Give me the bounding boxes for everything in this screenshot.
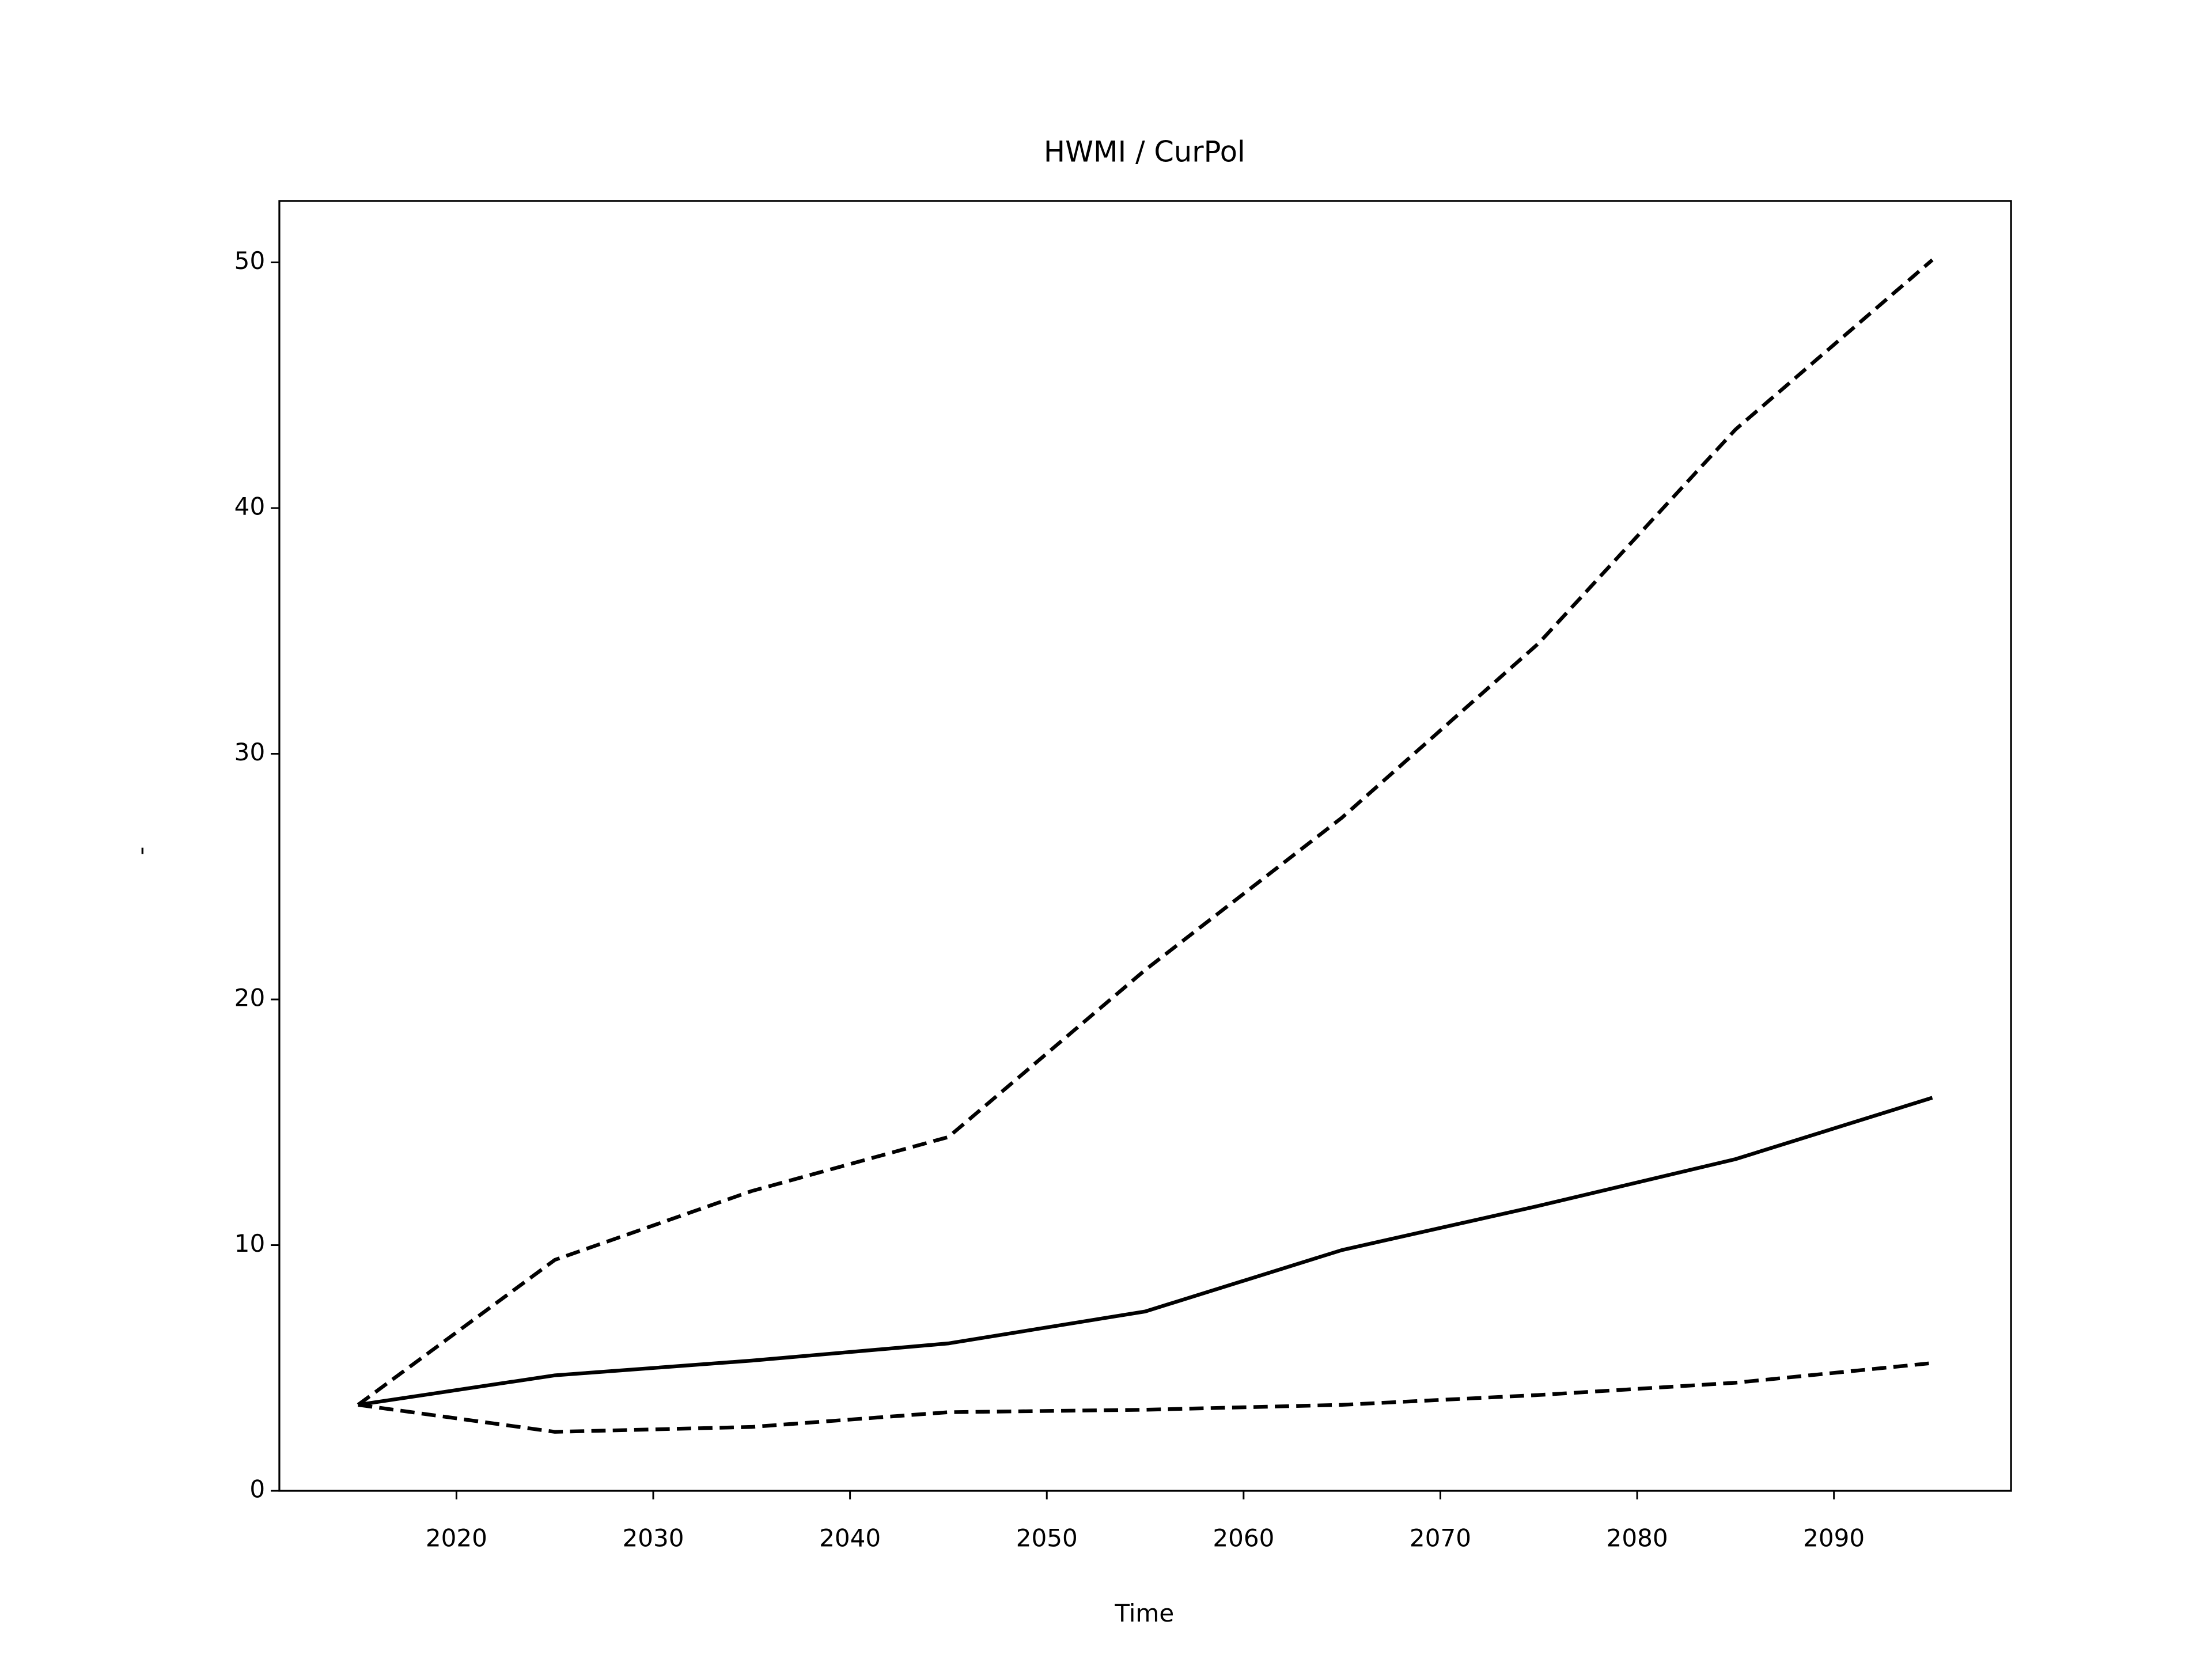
x-axis-label: Time	[1114, 1599, 1174, 1627]
x-tick-label: 2030	[623, 1524, 684, 1552]
y-tick-label: 10	[234, 1229, 266, 1257]
series-line	[357, 258, 1934, 1407]
y-axis-label: -	[127, 847, 155, 855]
x-tick-label: 2050	[1016, 1524, 1078, 1552]
x-tick-label: 2020	[426, 1524, 487, 1552]
series-line	[358, 1096, 1933, 1407]
x-tick-label: 2070	[1410, 1524, 1471, 1552]
y-tick-label: 20	[234, 984, 266, 1012]
y-tick-label: 30	[234, 738, 266, 766]
chart-title: HWMI / CurPol	[1044, 135, 1245, 169]
y-tick-label: 50	[234, 247, 266, 275]
plot-frame	[278, 200, 2012, 1492]
y-tick-label: 40	[234, 493, 266, 521]
x-tick-label: 2040	[819, 1524, 881, 1552]
series-line	[358, 1361, 1933, 1434]
x-tick-label: 2090	[1803, 1524, 1865, 1552]
x-tick-label: 2080	[1607, 1524, 1668, 1552]
y-tick-label: 0	[249, 1475, 265, 1503]
x-tick-label: 2060	[1213, 1524, 1274, 1552]
